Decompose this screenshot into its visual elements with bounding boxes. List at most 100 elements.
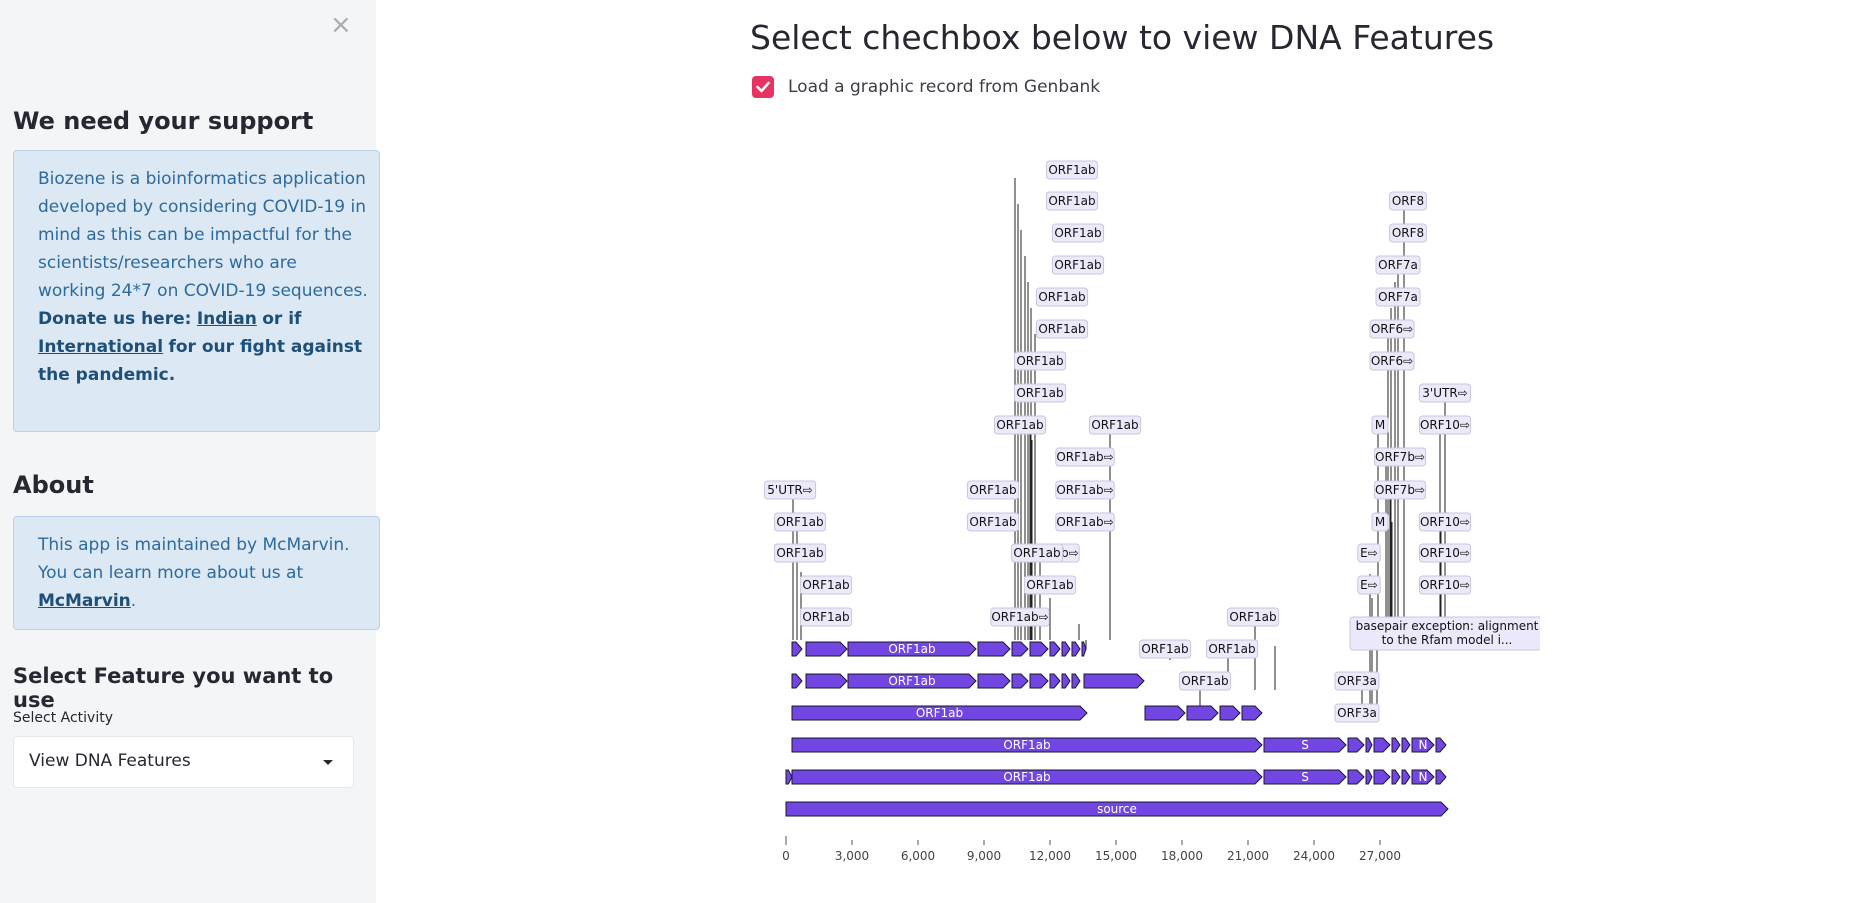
feature-label-box bbox=[1010, 543, 1064, 563]
feature-label-box bbox=[1138, 639, 1192, 659]
feature-label-box bbox=[1013, 383, 1067, 403]
feature-arrow bbox=[1347, 769, 1365, 785]
annotation-label: ORF1ab bbox=[1091, 418, 1138, 432]
annotation-label: ORF1ab bbox=[776, 515, 823, 529]
feature-arrow bbox=[1081, 641, 1087, 657]
mcmarvin-link[interactable]: McMarvin bbox=[38, 591, 131, 611]
feature-arrow bbox=[1373, 737, 1391, 753]
feature-arrow bbox=[1411, 769, 1435, 785]
feature-arrow bbox=[1049, 641, 1061, 657]
feature-label-box bbox=[1369, 351, 1415, 371]
annotation-label: ORF1ab bbox=[1048, 194, 1095, 208]
feature-label-box bbox=[1389, 191, 1427, 211]
about-info-box: This app is maintained by McMarvin. You … bbox=[13, 516, 380, 630]
annotation-label: ORF1ab bbox=[969, 483, 1016, 497]
annotation-label: ORF3a bbox=[1337, 674, 1377, 688]
annotation-label: ORF1ab bbox=[776, 546, 823, 560]
feature-arrow bbox=[785, 769, 793, 785]
annotation-label: E⇨ bbox=[1360, 546, 1378, 560]
annotation-label: 5'UTR⇨ bbox=[767, 483, 812, 497]
annotation-label: ORF1ab bbox=[802, 578, 849, 592]
feature-label-box bbox=[1371, 415, 1389, 435]
feature-arrow bbox=[1241, 705, 1263, 721]
annotation-label: ORF7a bbox=[1378, 290, 1418, 304]
feature-label-box bbox=[1375, 287, 1421, 307]
feature-label-box bbox=[799, 575, 853, 595]
feature-arrow bbox=[1435, 769, 1447, 785]
annotation-label: ORF10⇨ bbox=[1420, 418, 1470, 432]
genbank-checkbox-row[interactable]: Load a graphic record from Genbank bbox=[752, 74, 1100, 100]
axis-tick-label: 3,000 bbox=[835, 849, 869, 863]
feature-label-box bbox=[1334, 703, 1380, 723]
indian-donate-link[interactable]: Indian bbox=[196, 309, 257, 329]
annotation-label: ORF1ab bbox=[1013, 546, 1060, 560]
annotation-label: ORF7b⇨ bbox=[1375, 483, 1425, 497]
annotation-label: ORF10⇨ bbox=[1420, 578, 1470, 592]
feature-label-box bbox=[1055, 512, 1115, 532]
annotation-label: ORF1ab bbox=[1016, 386, 1063, 400]
feature-label-box bbox=[773, 543, 827, 563]
activity-select[interactable]: View DNA Features bbox=[13, 736, 354, 788]
annotation-label: ORF1ab bbox=[1208, 642, 1255, 656]
axis-tick-label: 12,000 bbox=[1029, 849, 1071, 863]
feature-arrow bbox=[791, 641, 803, 657]
feature-label-box bbox=[1045, 191, 1099, 211]
annotation-label: ORF1ab bbox=[1048, 163, 1095, 177]
feature-label: N bbox=[1419, 770, 1428, 784]
annotation-label: ORF10⇨ bbox=[1420, 546, 1470, 560]
annotation-label: ORF1ab bbox=[996, 418, 1043, 432]
feature-label: S bbox=[1301, 770, 1309, 784]
feature-arrow bbox=[1401, 769, 1411, 785]
feature-arrow bbox=[791, 705, 1088, 721]
annotation-label: to the Rfam model i... bbox=[1382, 633, 1513, 647]
feature-arrow bbox=[1263, 769, 1347, 785]
feature-arrow bbox=[1263, 737, 1347, 753]
activity-select-value: View DNA Features bbox=[29, 751, 191, 771]
feature-label-box bbox=[1334, 671, 1380, 691]
feature-arrow bbox=[1011, 641, 1029, 657]
feature-label: N bbox=[1419, 738, 1428, 752]
feature-label-box bbox=[1369, 319, 1415, 339]
close-sidebar-icon[interactable]: × bbox=[330, 10, 352, 40]
exception-label-box bbox=[1349, 616, 1540, 651]
annotation-label: ORF1ab bbox=[1141, 642, 1188, 656]
donate-text: Donate us here: bbox=[38, 309, 192, 329]
feature-label: ORF1ab bbox=[888, 674, 935, 688]
feature-arrow bbox=[1011, 673, 1029, 689]
feature-arrow bbox=[847, 673, 977, 689]
feature-arrow bbox=[1061, 641, 1071, 657]
annotation-label: ORF1ab bbox=[1038, 290, 1085, 304]
feature-label-box bbox=[990, 607, 1050, 627]
feature-label-box bbox=[1371, 512, 1389, 532]
annotation-label: 3'UTR⇨ bbox=[1422, 386, 1467, 400]
support-heading: We need your support bbox=[13, 107, 314, 135]
feature-label-box bbox=[966, 512, 1020, 532]
feature-label-box bbox=[966, 480, 1020, 500]
feature-label-box bbox=[1418, 575, 1472, 595]
annotation-label: E⇨ bbox=[1360, 578, 1378, 592]
international-donate-link[interactable]: International bbox=[38, 337, 164, 357]
feature-arrow bbox=[1365, 737, 1373, 753]
feature-arrow bbox=[1347, 737, 1365, 753]
feature-arrow bbox=[1071, 673, 1081, 689]
feature-label: ORF1ab bbox=[1003, 770, 1050, 784]
feature-label-box bbox=[1035, 287, 1089, 307]
feature-label-box bbox=[1051, 255, 1105, 275]
feature-arrow bbox=[1391, 769, 1401, 785]
genbank-checkbox[interactable] bbox=[752, 76, 774, 98]
annotation-label: M bbox=[1375, 418, 1385, 432]
activity-select-label: Select Activity bbox=[13, 710, 113, 726]
feature-arrow bbox=[1144, 705, 1186, 721]
feature-arrow bbox=[1186, 705, 1219, 721]
about-period: . bbox=[130, 591, 137, 611]
feature-label-box bbox=[1357, 575, 1381, 595]
feature-label-box bbox=[1373, 447, 1427, 467]
feature-arrow bbox=[1401, 737, 1411, 753]
annotation-label: ORF1ab bbox=[1038, 322, 1085, 336]
chevron-down-icon bbox=[323, 760, 333, 765]
feature-arrow bbox=[1411, 737, 1435, 753]
donate-or-if: or if bbox=[262, 309, 302, 329]
annotation-label: ORF3a bbox=[1337, 706, 1377, 720]
feature-arrow bbox=[977, 673, 1011, 689]
annotation-label: ORF1ab bbox=[969, 515, 1016, 529]
